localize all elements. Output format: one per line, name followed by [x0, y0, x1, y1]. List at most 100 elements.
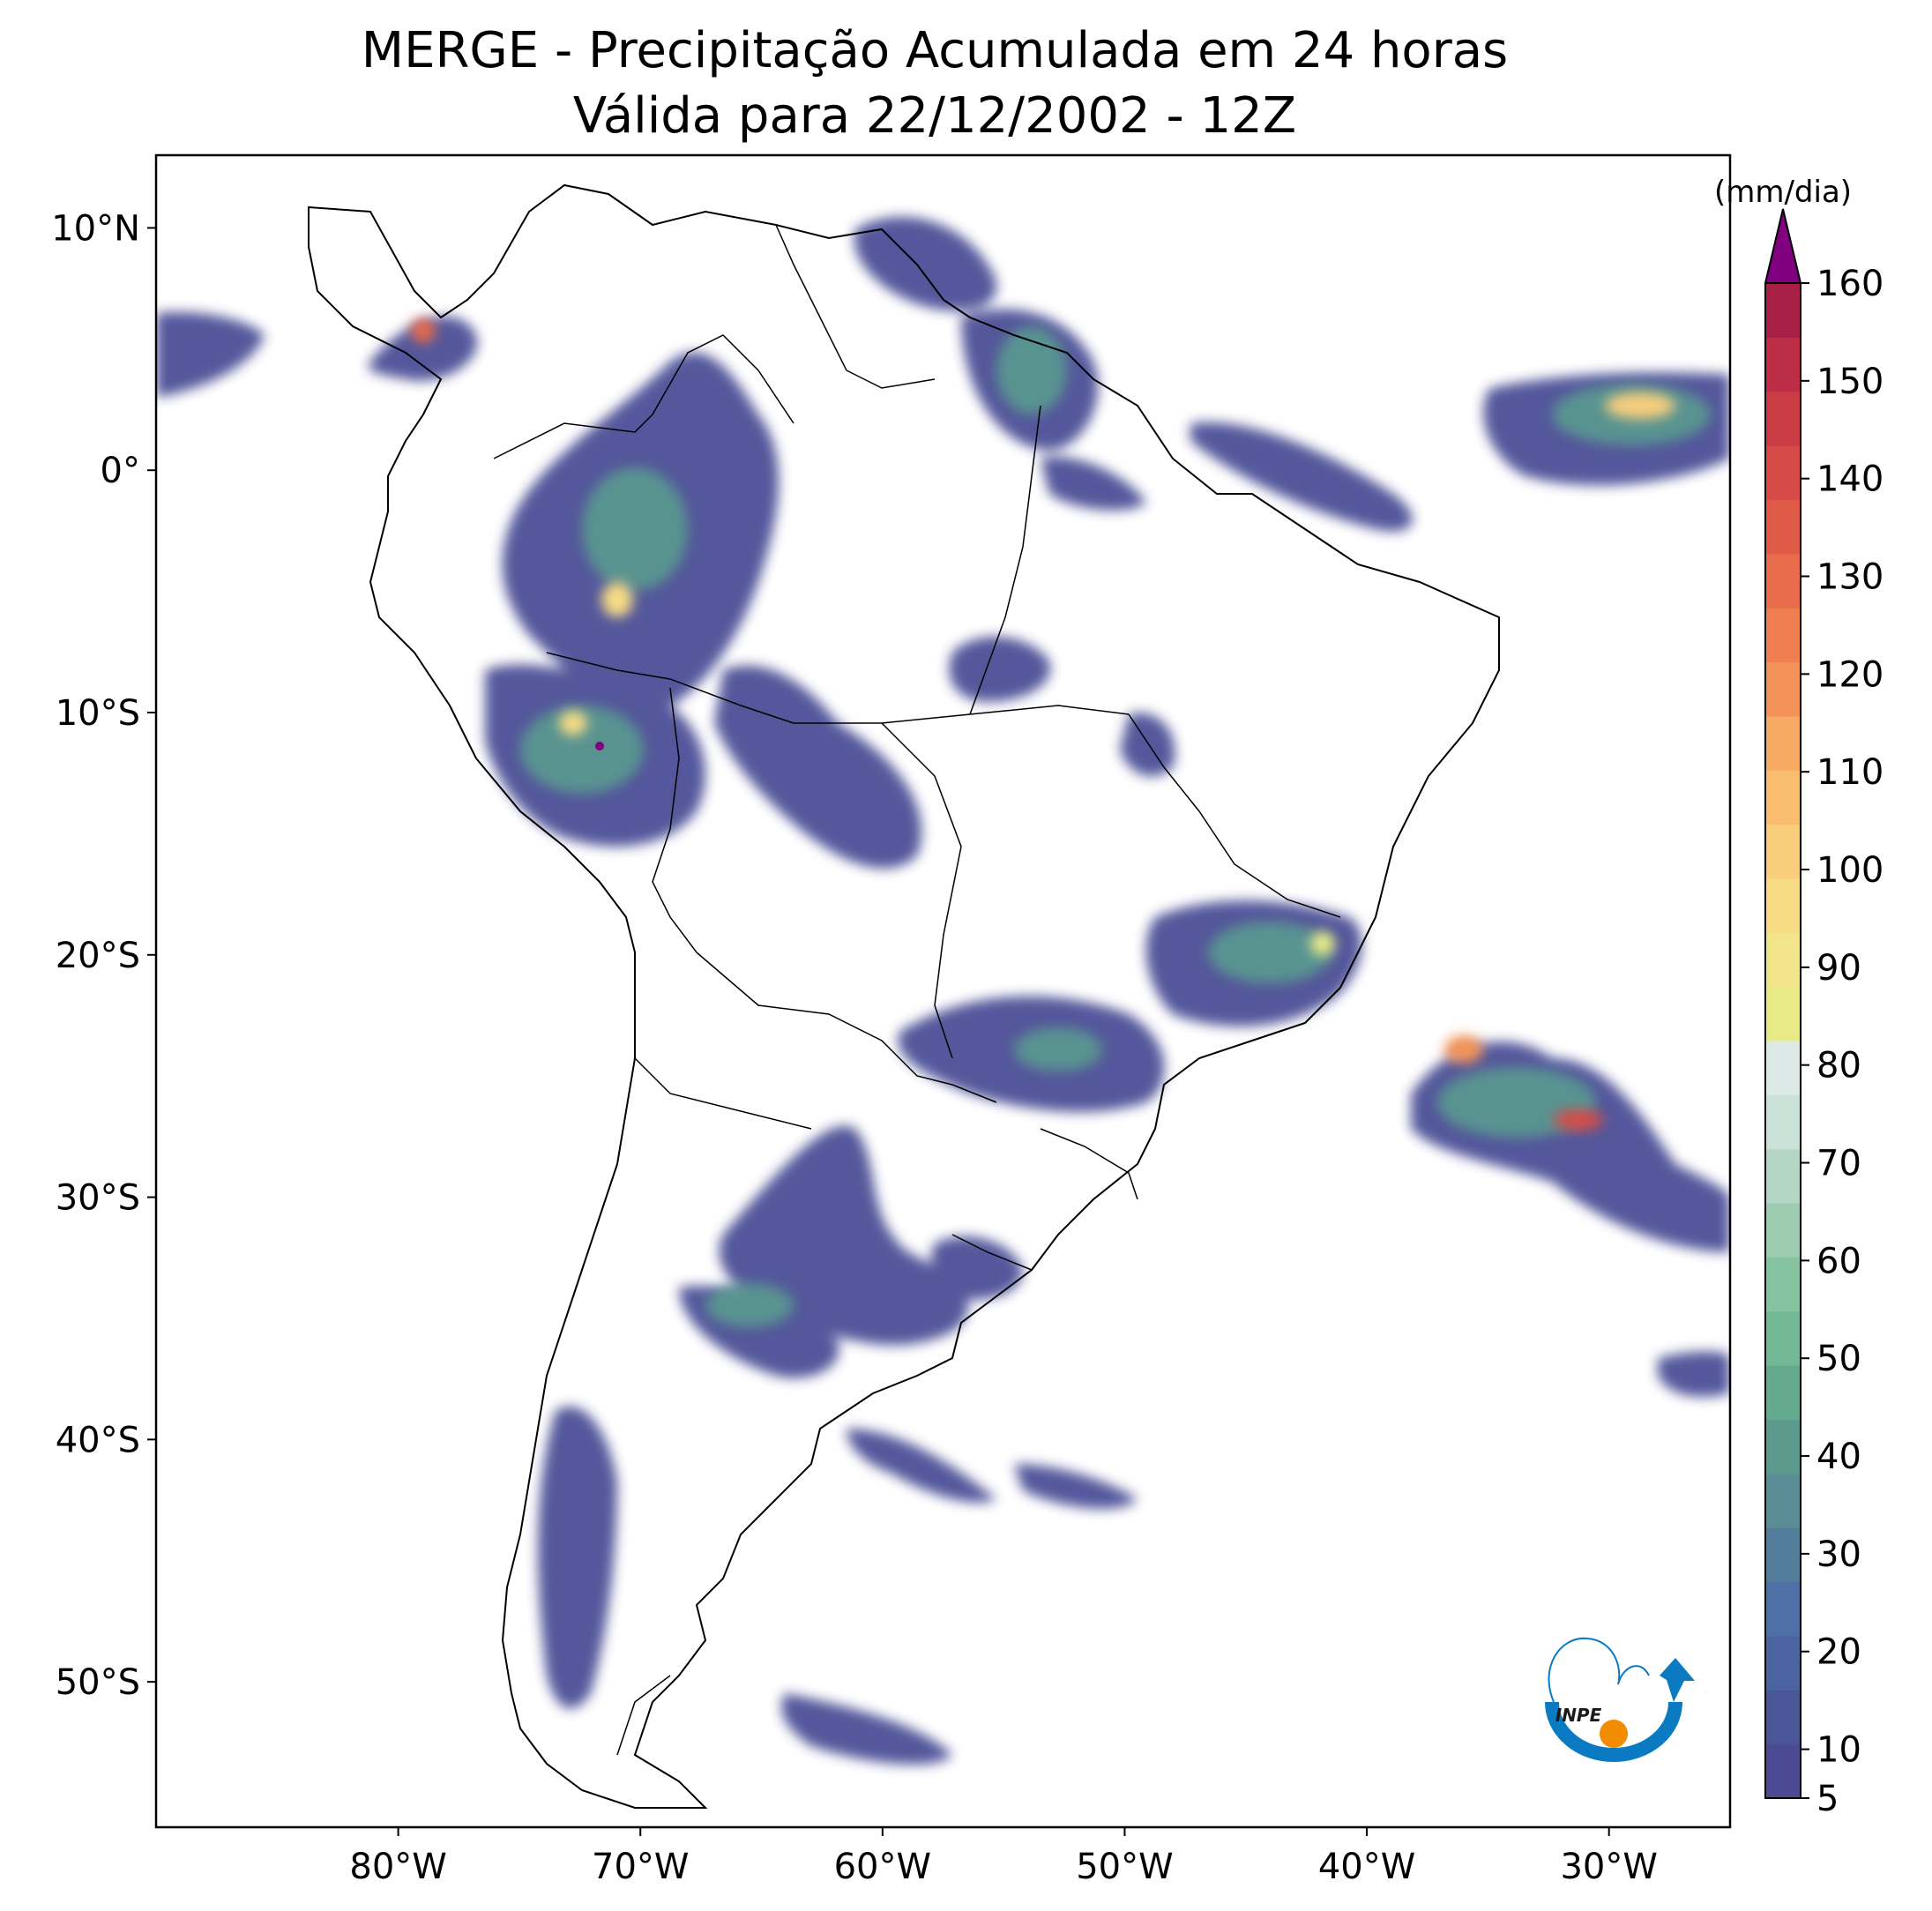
colorbar-swatch: [1765, 445, 1801, 501]
colorbar-swatch: [1765, 986, 1801, 1041]
colorbar-swatch: [1765, 1473, 1801, 1528]
colorbar-swatch: [1765, 1094, 1801, 1150]
precipitation-field: [156, 216, 1730, 1765]
axis-ticks: 10°N 0° 10°S 20°S 30°S 40°S 50°S 80°W 70°W 60°W 50…: [51, 208, 1658, 1887]
colorbar-swatch: [1765, 1635, 1801, 1691]
logo-dot: [1600, 1720, 1628, 1748]
rain-area-itcz-band: [1190, 422, 1413, 532]
rain-peak-colombia: [411, 318, 436, 343]
colorbar-swatch: [1765, 1527, 1801, 1583]
colorbar-tick-label: 40: [1816, 1437, 1861, 1477]
lat-tick-label: 0°: [101, 451, 140, 491]
continent-outline: [308, 183, 1500, 1809]
inpe-logo: INPE: [1545, 1637, 1695, 1762]
rain-max-acre: [595, 742, 604, 750]
colorbar-tick-label: 80: [1816, 1046, 1861, 1086]
colorbar-swatch: [1765, 715, 1801, 771]
lat-tick-label: 40°S: [56, 1420, 140, 1460]
lon-tick-label: 80°W: [349, 1847, 446, 1887]
rain-area-mato-grosso: [714, 665, 922, 869]
rain-core-minas: [1208, 922, 1332, 983]
lat-tick-label: 10°N: [51, 208, 140, 249]
colorbar-tick-label: 110: [1816, 752, 1884, 793]
colorbar-swatch: [1765, 499, 1801, 555]
rain-core-parana: [1014, 1027, 1102, 1071]
rain-area-colombia-pacific: [368, 316, 478, 381]
colorbar-tick-label: 100: [1816, 850, 1884, 891]
rain-area-southern-ocean-2: [1014, 1464, 1138, 1509]
colorbar-swatch: [1765, 1743, 1801, 1799]
colorbar-swatch: [1765, 1203, 1801, 1258]
colorbar-tick-label: 70: [1816, 1144, 1861, 1184]
colorbar-tick-label: 120: [1816, 654, 1884, 695]
colorbar-swatch: [1765, 824, 1801, 879]
logo-arc: [1545, 1701, 1682, 1762]
rain-area-goias: [1120, 713, 1175, 777]
rain-core-argentina: [705, 1283, 794, 1327]
rain-peak-amazon: [601, 582, 633, 617]
colorbar-swatch: [1765, 1581, 1801, 1637]
rain-peak-atlantic-27s: [1554, 1109, 1603, 1131]
colorbar-swatch: [1765, 932, 1801, 988]
colorbar-frame: [1764, 282, 1801, 1799]
colorbar-swatch: [1765, 1419, 1801, 1474]
rain-area-para-coast: [1041, 457, 1146, 511]
colorbar-unit-label: (mm/dia): [1714, 175, 1852, 210]
rain-peak-minas: [1310, 931, 1335, 956]
title-line-1: MERGE - Precipitação Acumulada em 24 hor…: [362, 22, 1508, 79]
logo-outline: [1548, 1637, 1650, 1703]
lon-tick-label: 30°W: [1560, 1847, 1657, 1887]
colorbar-swatch: [1765, 608, 1801, 663]
rain-area-para-interior: [949, 636, 1051, 702]
colorbar-swatch: [1765, 1148, 1801, 1204]
map-panel: 10°N 0° 10°S 20°S 30°S 40°S 50°S 80°W 70°W 60°W 50…: [51, 153, 1732, 1887]
colorbar-ticks: 5 10 20 30 40 50 60 70 80 90 100 110 120 130 140 150 160: [1801, 264, 1884, 1819]
logo-arrow-icon: [1660, 1658, 1695, 1702]
lon-tick-label: 60°W: [834, 1847, 931, 1887]
lon-tick-label: 70°W: [592, 1847, 689, 1887]
colorbar-tick-label: 30: [1816, 1534, 1861, 1575]
title-line-2: Válida para 22/12/2002 - 12Z: [573, 87, 1296, 145]
rain-area-atlantic-southeast: [1658, 1351, 1730, 1397]
lat-tick-label: 10°S: [56, 693, 140, 734]
rain-peak-acre: [559, 711, 587, 735]
colorbar-tick-label: 160: [1816, 264, 1884, 304]
map-background: [156, 155, 1730, 1827]
rain-core-acre: [520, 705, 644, 794]
rain-peak-atlantic-24s: [1444, 1035, 1483, 1064]
colorbar-tick-label: 130: [1816, 557, 1884, 598]
colorbar: (mm/dia) 5 10 20 30 40 50 60 70 80 90 100 110 120 130…: [1714, 175, 1884, 1819]
country-borders: [493, 224, 1341, 1756]
colorbar-swatch: [1765, 1310, 1801, 1366]
colorbar-swatch: [1765, 877, 1801, 933]
colorbar-swatches: [1765, 283, 1801, 1799]
rain-core-guianas: [996, 326, 1067, 414]
rain-area-tierra-del-fuego: [781, 1693, 952, 1765]
lat-tick-label: 30°S: [56, 1178, 140, 1219]
colorbar-swatch: [1765, 391, 1801, 446]
colorbar-tick-label: 60: [1816, 1241, 1861, 1281]
colorbar-tick-label: 5: [1816, 1779, 1839, 1819]
colorbar-tick-label: 150: [1816, 362, 1884, 402]
colorbar-swatch: [1765, 1365, 1801, 1421]
map-frame: [154, 153, 1732, 1829]
rain-area-pacific-northwest: [156, 311, 265, 397]
colorbar-tick-label: 20: [1816, 1632, 1861, 1673]
colorbar-swatch: [1765, 770, 1801, 825]
colorbar-swatch: [1765, 553, 1801, 608]
rain-area-patagonia: [538, 1406, 617, 1709]
colorbar-swatch: [1765, 283, 1801, 338]
colorbar-swatch: [1765, 1690, 1801, 1745]
rain-area-southern-ocean-1: [847, 1429, 996, 1503]
colorbar-extend-arrow: [1764, 208, 1802, 284]
lat-tick-label: 50°S: [56, 1662, 140, 1703]
lat-tick-label: 20°S: [56, 936, 140, 976]
colorbar-tick-label: 50: [1816, 1339, 1861, 1379]
colorbar-swatch: [1765, 337, 1801, 392]
rain-area-venezuela: [854, 216, 997, 311]
colorbar-tick-label: 90: [1816, 948, 1861, 989]
colorbar-swatch: [1765, 661, 1801, 717]
lon-tick-label: 50°W: [1076, 1847, 1173, 1887]
rain-peak-atlantic-north: [1605, 392, 1675, 419]
